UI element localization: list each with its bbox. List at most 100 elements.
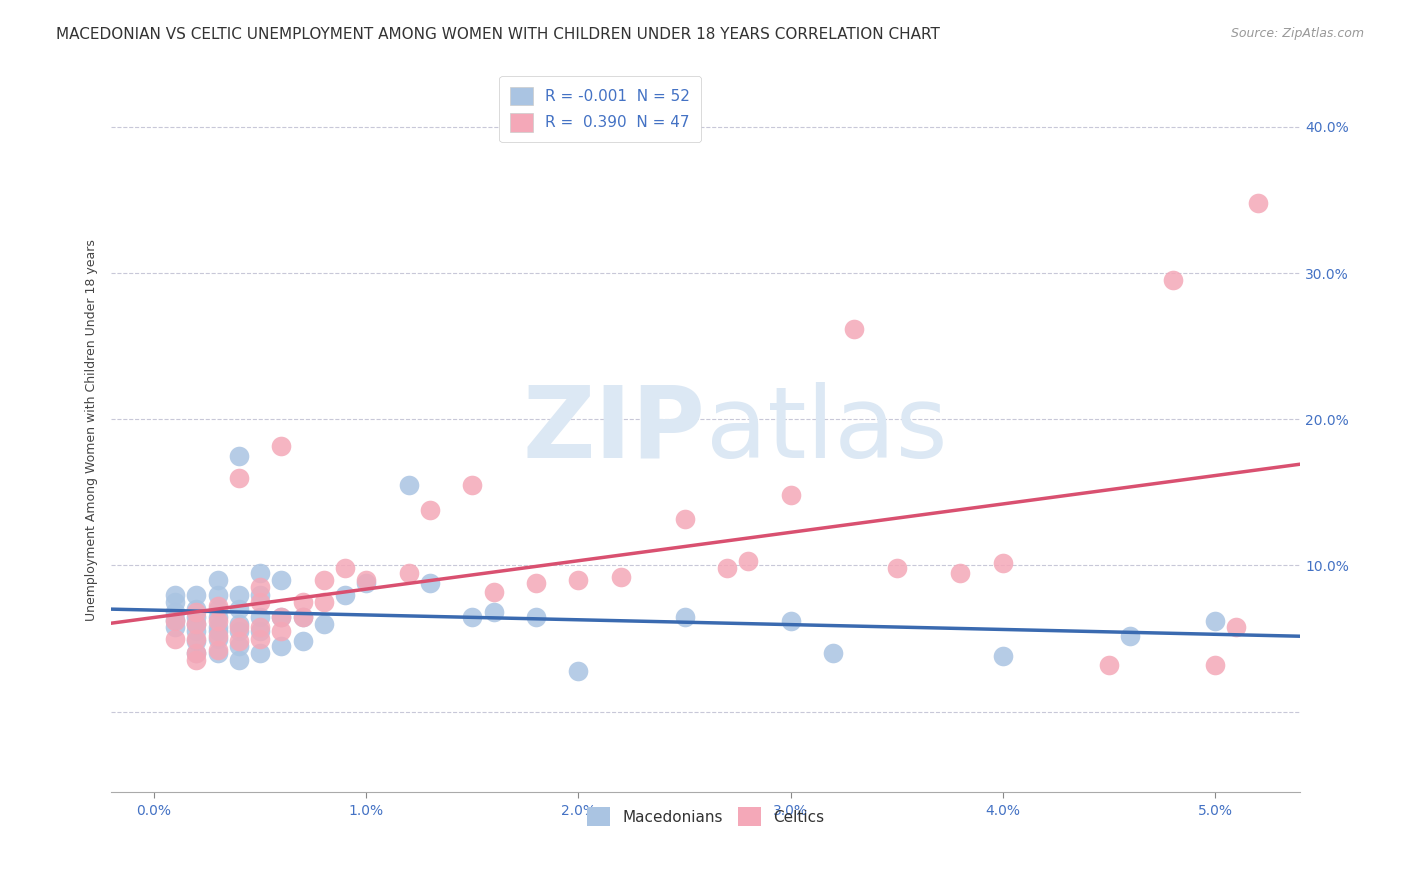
Point (249, 620, 271, 634)
Point (567, 664, 589, 678)
Y-axis label: Unemployment Among Women with Children Under 18 years: Unemployment Among Women with Children U… (86, 239, 98, 621)
Point (291, 609, 314, 624)
Point (207, 646, 229, 660)
Point (207, 602, 229, 616)
Point (567, 573, 589, 587)
Point (270, 609, 292, 624)
Point (419, 576, 441, 591)
Text: MACEDONIAN VS CELTIC UNEMPLOYMENT AMONG WOMEN WITH CHILDREN UNDER 18 YEARS CORRE: MACEDONIAN VS CELTIC UNEMPLOYMENT AMONG … (56, 27, 941, 42)
Point (1161, 273, 1184, 287)
Point (482, 605, 505, 619)
Point (228, 449, 250, 463)
Point (461, 478, 484, 492)
Point (270, 639, 292, 653)
Point (165, 605, 187, 619)
Point (249, 646, 271, 660)
Point (991, 648, 1014, 663)
Point (165, 588, 187, 602)
Point (186, 588, 208, 602)
Point (354, 576, 377, 591)
Point (207, 629, 229, 643)
Point (165, 595, 187, 609)
Point (186, 653, 208, 667)
Point (524, 576, 547, 591)
Point (207, 614, 229, 628)
Point (312, 573, 335, 587)
Point (228, 616, 250, 631)
Point (1204, 614, 1226, 628)
Point (228, 624, 250, 639)
Point (249, 632, 271, 646)
Point (165, 614, 187, 628)
Point (461, 609, 484, 624)
Point (165, 613, 187, 627)
Point (249, 595, 271, 609)
Point (249, 609, 271, 624)
Point (270, 624, 292, 639)
Point (270, 439, 292, 453)
Point (1119, 629, 1142, 643)
Point (186, 609, 208, 624)
Point (737, 554, 759, 568)
Point (333, 588, 356, 602)
Point (249, 580, 271, 594)
Point (207, 599, 229, 614)
Point (291, 595, 314, 609)
Point (228, 653, 250, 667)
Point (207, 620, 229, 634)
Point (228, 602, 250, 616)
Point (186, 605, 208, 619)
Point (333, 561, 356, 575)
Point (779, 614, 801, 628)
Point (186, 616, 208, 631)
Point (610, 570, 633, 584)
Point (207, 643, 229, 657)
Point (270, 573, 292, 587)
Point (228, 639, 250, 653)
Point (398, 478, 420, 492)
Point (207, 624, 229, 639)
Point (207, 609, 229, 624)
Point (228, 634, 250, 648)
Point (398, 566, 420, 580)
Point (291, 609, 314, 624)
Point (1098, 657, 1121, 672)
Point (228, 588, 250, 602)
Text: Source: ZipAtlas.com: Source: ZipAtlas.com (1230, 27, 1364, 40)
Point (165, 620, 187, 634)
Point (186, 602, 208, 616)
Point (249, 624, 271, 639)
Point (949, 566, 972, 580)
Point (186, 634, 208, 648)
Point (186, 632, 208, 646)
Point (991, 556, 1014, 570)
Point (270, 609, 292, 624)
Point (186, 646, 208, 660)
Point (823, 646, 845, 660)
Point (673, 609, 696, 624)
Point (1246, 196, 1268, 211)
Point (207, 632, 229, 646)
Point (354, 573, 377, 587)
Point (779, 488, 801, 502)
Point (207, 588, 229, 602)
Point (886, 561, 908, 575)
Point (419, 503, 441, 517)
Point (673, 511, 696, 525)
Point (249, 588, 271, 602)
Legend: Macedonians, Celtics: Macedonians, Celtics (578, 798, 834, 835)
Point (716, 561, 738, 575)
Point (207, 573, 229, 587)
Point (312, 595, 335, 609)
Point (312, 616, 335, 631)
Point (524, 609, 547, 624)
Text: ZIP: ZIP (523, 382, 706, 479)
Point (228, 471, 250, 485)
Point (186, 624, 208, 639)
Point (186, 616, 208, 631)
Point (1204, 657, 1226, 672)
Point (228, 620, 250, 634)
Point (844, 321, 866, 335)
Point (291, 634, 314, 648)
Point (1225, 620, 1247, 634)
